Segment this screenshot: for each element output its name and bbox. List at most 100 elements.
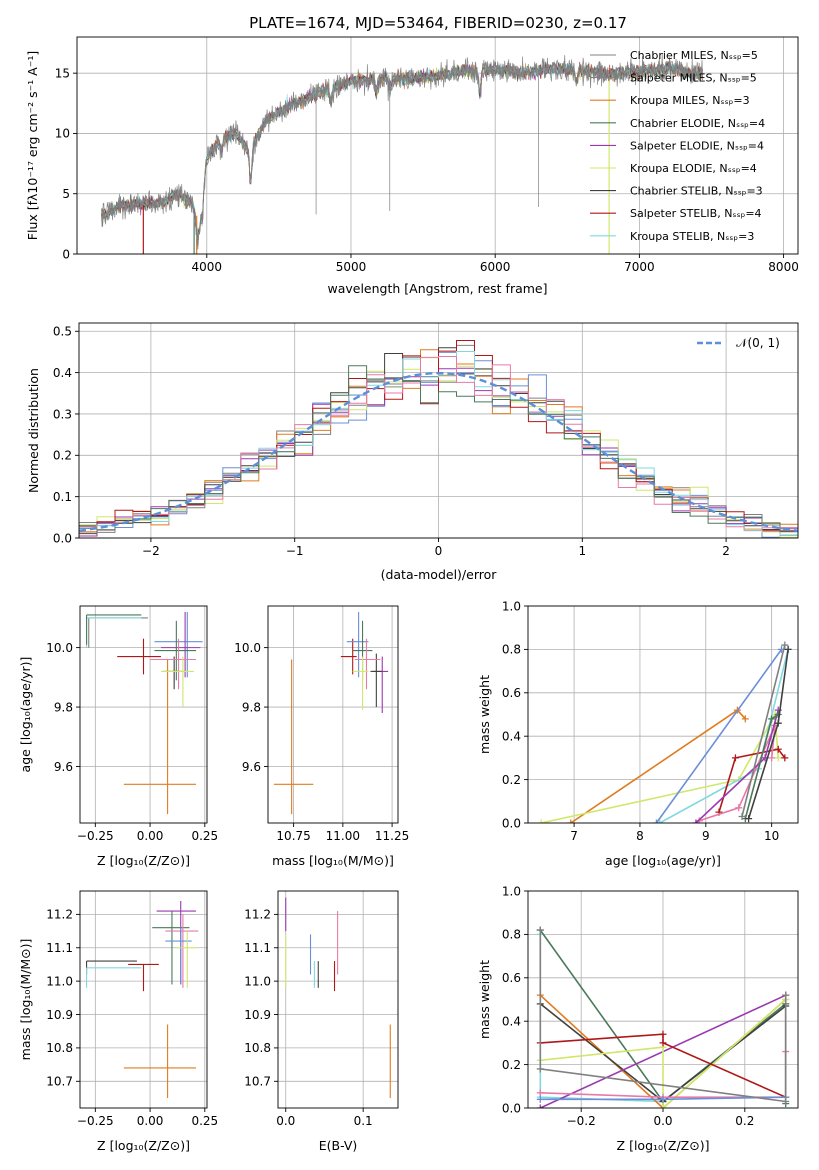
spectrum-xtick-label: 4000: [192, 260, 223, 274]
errorbar-point: [163, 656, 183, 690]
spectrum-legend: Chabrier MILES, Nₛₛₚ=5 Salpeter MILES, Nₛ…: [590, 49, 765, 243]
weight-series-line: [540, 998, 787, 1108]
z-age-xtick-label: −0.25: [77, 829, 114, 843]
mass-age-ytick-label: 9.6: [242, 760, 261, 774]
weight-series-line: [539, 930, 787, 1103]
mass-age-xtick-label: 11.00: [326, 829, 360, 843]
weight-point-marker: [741, 715, 749, 723]
mass-age-grid: [268, 606, 398, 823]
residuals-xtick-label: 1: [578, 544, 586, 558]
weight-point-marker: [781, 641, 789, 649]
age-weight-ytick-label: 0.6: [502, 686, 521, 700]
errorbar-point: [340, 638, 357, 675]
age-weight-ytick-label: 0.0: [502, 816, 521, 830]
age-weight-xtick-label: 7: [570, 829, 578, 843]
age-weight-xtick-label: 10: [764, 829, 779, 843]
residual-histogram: [79, 356, 798, 538]
weight-series-line: [540, 1033, 787, 1098]
spectrum-legend-item: Kroupa MILES, Nₛₛₚ=3: [590, 94, 750, 107]
ebv-mass-xlabel: E(B-V): [319, 1138, 358, 1153]
weight-point-marker: [745, 815, 753, 823]
spectrum-legend-item: Kroupa STELIB, Nₛₛₚ=3: [590, 230, 754, 243]
z-mass-ytick-label: 11.0: [46, 974, 73, 988]
errorbar-point: [354, 638, 381, 690]
ebv-mass-xtick-label: 0.0: [276, 1114, 295, 1128]
z-mass-xtick-label: −0.25: [77, 1114, 114, 1128]
z-age-frame: [79, 605, 208, 824]
weight-point-marker: [735, 804, 743, 812]
z-age-grid: [80, 606, 207, 823]
weight-point-marker: [659, 1095, 667, 1103]
residuals-ytick-label: 0.2: [53, 449, 72, 463]
z-weight-ytick-label: 0.8: [502, 928, 521, 942]
mass-age-ytick-label: 9.8: [242, 700, 261, 714]
errorbar-point: [123, 659, 197, 815]
spectrum-frame: [76, 36, 799, 255]
spectrum-ylabel: Flux [fλ10⁻¹⁷ erg cm⁻² s⁻¹ A⁻¹]: [25, 51, 40, 240]
spectrum-series-line: [101, 61, 703, 243]
spectrum-legend-item: Chabrier MILES, Nₛₛₚ=5: [590, 49, 758, 62]
spectrum-series-line: [101, 63, 703, 242]
weight-point-marker: [774, 711, 782, 718]
age-weight-ylabel: mass weight: [477, 675, 492, 754]
ebv-mass-ytick-label: 10.8: [244, 1041, 271, 1055]
weight-series-line: [541, 711, 779, 823]
weight-point-marker: [536, 1089, 544, 1097]
errorbar-point: [346, 611, 369, 678]
spectrum-xtick-label: 8000: [768, 260, 799, 274]
z-weight-ytick-label: 0.2: [502, 1058, 521, 1072]
mass-age-xlabel: mass [log₁₀(M/M⊙)]: [272, 853, 394, 868]
spectrum-legend-label: Salpeter STELIB, Nₛₛₚ=4: [630, 207, 762, 220]
z-weight-xtick-label: −0.2: [567, 1114, 596, 1128]
spectrum-legend-item: Chabrier ELODIE, Nₛₛₚ=4: [590, 117, 765, 130]
z-weight-lines: [536, 926, 790, 1108]
ebv-mass-panel: 0.0 0.1 10.7 10.8 10.9 11.0 11.1 11.2 E(B-V): [244, 890, 399, 1153]
z-age-ytick-label: 9.6: [54, 760, 73, 774]
errorbar-point: [372, 656, 389, 714]
weight-point-marker: [659, 1030, 667, 1038]
errorbar-point: [88, 617, 148, 648]
normal-curve: [79, 371, 798, 532]
figure-title: PLATE=1674, MJD=53464, FIBERID=0230, z=0…: [249, 14, 627, 32]
residuals-ytick-label: 0.1: [53, 490, 72, 504]
z-age-xtick-label: 0.25: [191, 829, 218, 843]
ebv-mass-ytick-label: 10.7: [244, 1075, 271, 1089]
errorbar-point: [176, 931, 199, 988]
mass-age-xtick-label: 10.75: [276, 829, 310, 843]
spectrum-legend-item: Salpeter STELIB, Nₛₛₚ=4: [590, 207, 762, 220]
ebv-mass-ytick-label: 11.1: [244, 941, 271, 955]
z-age-ylabel: age [log₁₀(age/yr)]: [18, 657, 33, 773]
weight-point-marker: [567, 819, 575, 823]
weight-point-marker: [652, 819, 660, 823]
ebv-mass-points: [285, 897, 391, 1098]
z-weight-xlabel: Z [log₁₀(Z/Z⊙)]: [617, 1138, 710, 1153]
z-mass-points: [86, 901, 199, 1098]
z-weight-ytick-label: 0.4: [502, 1015, 521, 1029]
weight-series-line: [570, 709, 746, 823]
age-weight-xtick-label: 9: [702, 829, 710, 843]
weight-series-line: [698, 725, 776, 822]
errorbar-point: [86, 617, 142, 648]
spectrum-ytick-label: 0: [62, 247, 70, 261]
z-age-xtick-label: 0.00: [137, 829, 164, 843]
weight-point-marker: [738, 812, 746, 820]
spectrum-xtick-label: 7000: [624, 260, 655, 274]
weight-point-marker: [537, 819, 545, 823]
age-weight-xlabel: age [log₁₀(age/yr)]: [605, 853, 721, 868]
errorbar-point: [165, 914, 199, 988]
z-mass-xtick-label: 0.25: [191, 1114, 218, 1128]
residuals-xtick-label: 2: [722, 544, 730, 558]
spectrum-legend-item: Chabrier STELIB, Nₛₛₚ=3: [590, 185, 763, 198]
spectrum-legend-item: Salpeter ELODIE, Nₛₛₚ=4: [590, 139, 764, 152]
z-age-panel: −0.25 0.00 0.25 9.6 9.8 10.0 Z [log₁₀(Z/Z⊙)] ag…: [18, 605, 218, 868]
z-mass-panel: −0.25 0.00 0.25 10.7 10.8 10.9 11.0 11.1 11.2 Z […: [18, 890, 218, 1153]
errorbar-point: [370, 653, 383, 708]
z-age-ytick-label: 9.8: [54, 700, 73, 714]
spectrum-series-line: [101, 61, 703, 245]
errorbar-point: [86, 967, 142, 988]
errorbar-point: [161, 656, 194, 708]
errorbar-point: [161, 611, 201, 678]
spectrum-panel: 4000 5000 6000 7000 8000 0 5 10 15 wavelength [An…: [25, 36, 799, 296]
weight-point-marker: [656, 819, 664, 823]
spectrum-xtick-label: 5000: [336, 260, 367, 274]
